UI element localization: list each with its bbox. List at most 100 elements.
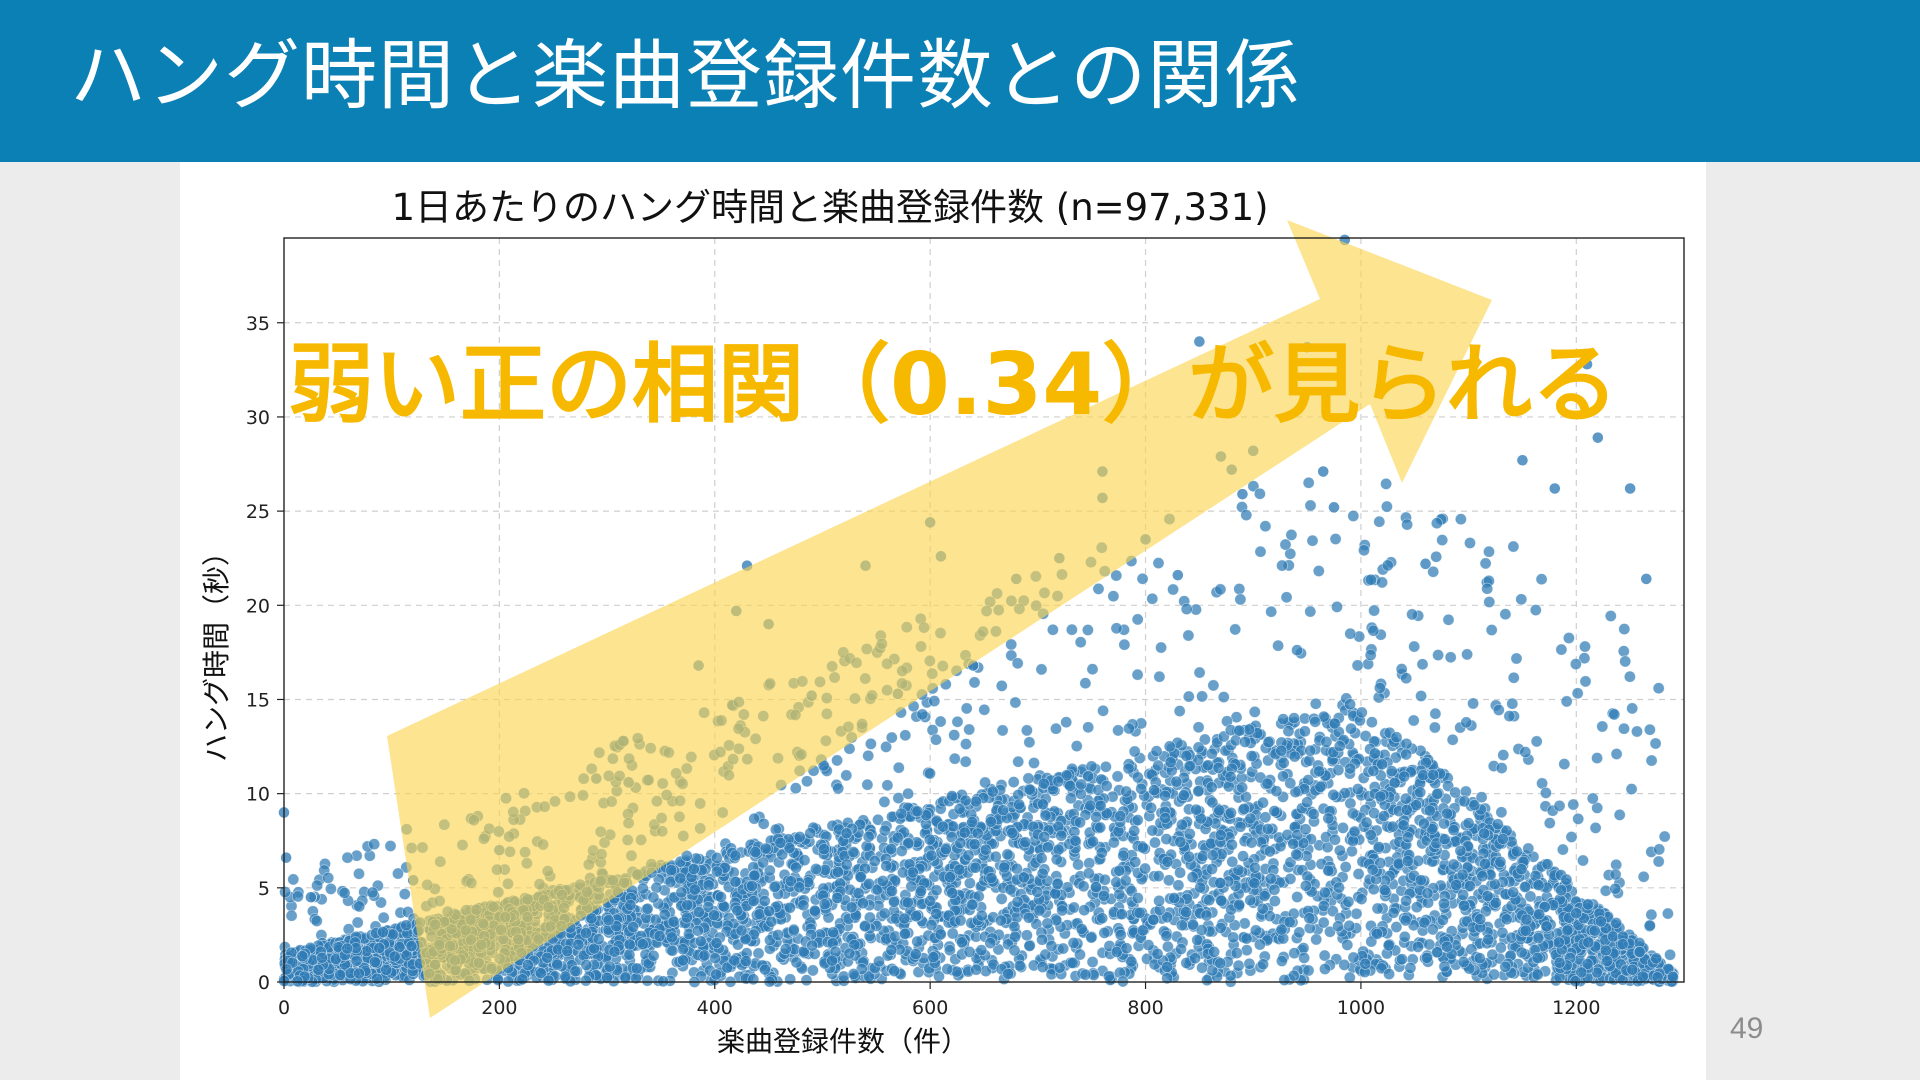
data-point bbox=[1164, 756, 1177, 769]
data-point bbox=[1098, 890, 1110, 902]
data-point bbox=[1312, 565, 1325, 577]
data-point bbox=[879, 824, 891, 837]
data-point bbox=[975, 944, 988, 957]
data-point bbox=[1237, 850, 1249, 863]
data-point bbox=[688, 863, 700, 875]
data-point bbox=[1464, 880, 1476, 892]
data-point bbox=[865, 738, 877, 750]
data-point bbox=[1341, 939, 1354, 951]
data-point bbox=[1464, 537, 1476, 549]
data-point bbox=[1481, 890, 1494, 902]
data-point bbox=[924, 767, 936, 780]
data-point bbox=[832, 866, 844, 878]
data-point bbox=[1227, 931, 1240, 944]
data-point bbox=[1467, 697, 1479, 710]
data-point bbox=[1033, 904, 1046, 917]
data-point bbox=[1314, 781, 1327, 793]
data-point bbox=[1447, 824, 1460, 837]
data-point bbox=[1432, 649, 1444, 661]
data-point bbox=[1496, 833, 1509, 845]
data-point bbox=[1560, 873, 1573, 886]
data-point bbox=[941, 963, 954, 975]
data-point bbox=[1212, 762, 1225, 774]
data-point bbox=[1497, 749, 1510, 761]
data-point bbox=[1100, 780, 1113, 792]
data-point bbox=[647, 949, 660, 962]
data-point bbox=[377, 911, 390, 924]
data-point bbox=[702, 879, 715, 892]
data-point bbox=[995, 680, 1008, 692]
data-point bbox=[1431, 517, 1443, 530]
data-point bbox=[1379, 884, 1391, 897]
data-point bbox=[831, 754, 843, 767]
data-point bbox=[1458, 795, 1471, 808]
data-point bbox=[784, 973, 797, 986]
data-point bbox=[1365, 573, 1377, 586]
data-point bbox=[351, 916, 364, 929]
data-point bbox=[1268, 883, 1281, 896]
data-point bbox=[985, 815, 997, 828]
data-point bbox=[1532, 932, 1545, 944]
data-point bbox=[1348, 825, 1361, 838]
data-point bbox=[888, 965, 901, 977]
data-point bbox=[1037, 777, 1050, 790]
data-point bbox=[1610, 917, 1623, 929]
data-point bbox=[1400, 894, 1412, 907]
data-point bbox=[970, 795, 982, 808]
data-point bbox=[995, 893, 1008, 905]
data-point bbox=[1262, 736, 1275, 749]
data-point bbox=[1196, 961, 1208, 974]
data-point bbox=[986, 785, 999, 798]
data-point bbox=[1306, 534, 1319, 547]
data-point bbox=[338, 887, 351, 899]
data-point bbox=[1159, 789, 1171, 802]
data-point bbox=[1553, 800, 1566, 812]
data-point bbox=[946, 927, 959, 940]
data-point bbox=[1461, 648, 1473, 661]
data-point bbox=[1214, 957, 1227, 970]
data-point bbox=[1268, 805, 1281, 817]
data-point bbox=[1092, 582, 1105, 595]
data-point bbox=[1438, 897, 1450, 910]
data-point bbox=[1224, 969, 1237, 982]
data-point bbox=[740, 955, 752, 967]
data-point bbox=[285, 909, 298, 922]
data-point bbox=[1070, 740, 1083, 752]
data-point bbox=[1155, 641, 1167, 654]
data-point bbox=[630, 962, 643, 975]
data-point bbox=[1163, 874, 1175, 887]
data-point bbox=[1303, 912, 1316, 925]
data-point bbox=[1182, 690, 1195, 703]
data-point bbox=[1318, 949, 1331, 962]
data-point bbox=[1591, 752, 1603, 764]
data-point bbox=[1254, 545, 1267, 558]
data-point bbox=[674, 872, 687, 885]
data-point bbox=[1449, 786, 1462, 799]
data-point bbox=[876, 875, 889, 887]
data-point bbox=[1122, 762, 1135, 775]
data-point bbox=[1275, 744, 1288, 757]
data-point bbox=[1161, 855, 1174, 868]
data-point bbox=[1617, 645, 1630, 658]
data-point bbox=[1541, 858, 1554, 871]
data-point bbox=[989, 850, 1002, 863]
data-point bbox=[960, 738, 972, 750]
data-point bbox=[1460, 785, 1472, 798]
data-point bbox=[1535, 573, 1548, 586]
data-point bbox=[1578, 652, 1591, 665]
data-point bbox=[1086, 956, 1099, 968]
data-point bbox=[1367, 624, 1380, 637]
data-point bbox=[1145, 802, 1157, 814]
data-point bbox=[1152, 557, 1165, 569]
data-point bbox=[948, 752, 961, 765]
data-point bbox=[647, 891, 660, 904]
data-point bbox=[872, 813, 884, 826]
data-point bbox=[1276, 559, 1288, 572]
data-point bbox=[1245, 750, 1258, 762]
data-point bbox=[1110, 622, 1123, 635]
data-point bbox=[1473, 952, 1486, 965]
data-point bbox=[1662, 907, 1674, 920]
data-point bbox=[1421, 887, 1434, 900]
data-point bbox=[1229, 623, 1242, 636]
data-point bbox=[1309, 715, 1322, 728]
